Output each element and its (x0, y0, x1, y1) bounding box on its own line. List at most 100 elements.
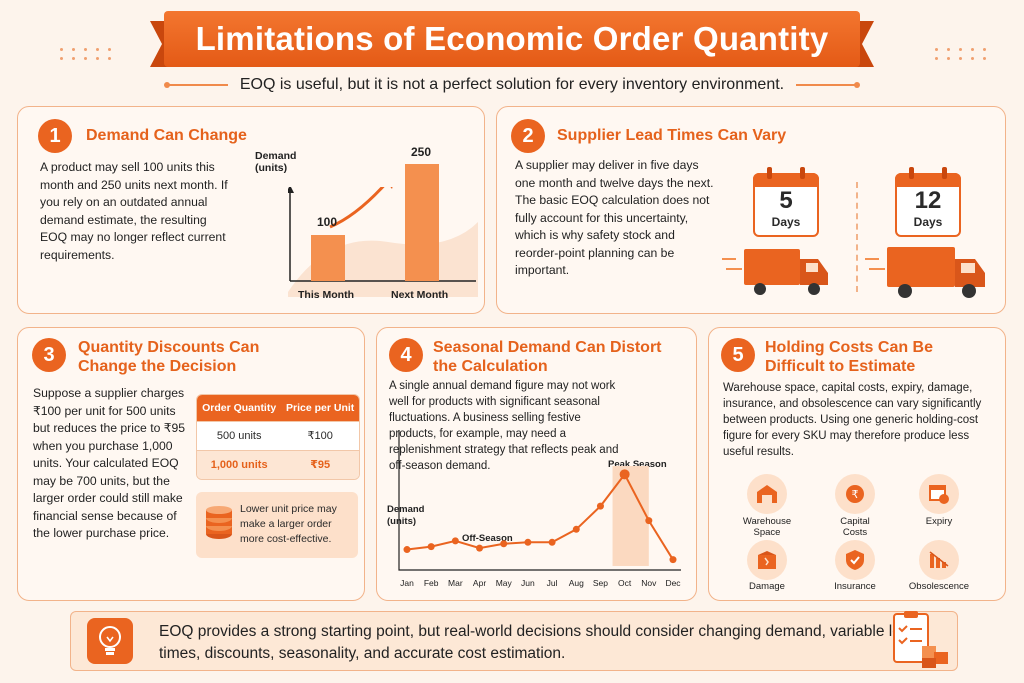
seasonal-axis-label: Demand (units) (387, 504, 425, 527)
data-point (669, 556, 677, 564)
table-cell: ₹95 (281, 449, 359, 479)
month-tick-label: Sep (593, 578, 608, 588)
data-point (524, 538, 532, 546)
off-season-label: Off-Season (462, 533, 513, 544)
data-point (403, 546, 411, 554)
card-holding-costs: 5 Holding Costs Can Be Difficult to Esti… (708, 327, 1006, 601)
icon-label-line: Costs (842, 527, 868, 538)
section-title: Supplier Lead Times Can Vary (557, 127, 787, 144)
month-tick-label: Dec (665, 578, 681, 588)
discount-note-box: Lower unit price may make a larger order… (196, 492, 358, 558)
section-title: Holding Costs Can Be Difficult to Estima… (765, 339, 934, 375)
data-point (451, 537, 459, 545)
dashed-divider (856, 182, 858, 292)
table-cell: 500 units (197, 420, 282, 450)
month-tick-label: Nov (641, 578, 657, 588)
table-header-quantity: Order Quantity (197, 395, 282, 421)
decorative-dots-left (60, 48, 114, 60)
icon-label: Damage (749, 581, 785, 592)
footer-summary: EOQ provides a strong starting point, bu… (70, 611, 958, 671)
calendar-icon-long: 12 Days (895, 167, 961, 237)
card-quantity-discounts: 3 Quantity Discounts Can Change the Deci… (17, 327, 365, 601)
demand-axis-label: Demand (units) (255, 150, 297, 174)
data-point (476, 544, 484, 552)
chart-axes (398, 430, 681, 571)
month-tick-label: Feb (424, 578, 439, 588)
category-next-month: Next Month (391, 289, 449, 301)
calendar-icon-short: 5 Days (753, 167, 819, 237)
calendar-clock-icon (919, 474, 959, 514)
data-point (596, 502, 604, 510)
bar-next-month (405, 164, 439, 281)
icon-label: Warehouse Space (727, 516, 807, 538)
discount-note: Lower unit price may make a larger order… (240, 503, 337, 545)
month-tick-label: May (496, 578, 513, 588)
peak-season-label: Peak Season (608, 459, 667, 470)
declining-chart-icon (919, 540, 959, 580)
icon-label-line: Capital (840, 516, 870, 527)
banner-body: Limitations of Economic Order Quantity (164, 11, 860, 67)
peak-season-band (612, 466, 649, 566)
section-text: A supplier may deliver in five days one … (515, 158, 714, 277)
month-tick-label: Mar (448, 578, 463, 588)
icon-label-line: Warehouse (742, 516, 792, 527)
table-cell: 1,000 units (197, 449, 282, 479)
demand-chart-axes (288, 187, 476, 282)
section-title: Demand Can Change (86, 127, 247, 144)
trend-arrow-icon (329, 187, 385, 229)
section-text: A product may sell 100 units this month … (40, 160, 228, 262)
data-point (645, 517, 653, 525)
title-banner: Limitations of Economic Order Quantity (150, 11, 874, 67)
delivery-truck-icon-long (865, 247, 985, 298)
lead-time-short-value: 5 (779, 187, 793, 214)
svg-text:₹: ₹ (852, 488, 859, 501)
seasonal-line-chart: Jan Feb Mar Apr May Jun Jul Aug Sep Oct Nov Dec (398, 430, 681, 588)
bar-value-next-month: 250 (411, 145, 432, 159)
section-title: Seasonal Demand Can Distort the Calculat… (433, 339, 662, 375)
lead-time-short-unit: Days (771, 215, 801, 229)
icon-label: Capital Costs (815, 516, 895, 538)
coins-icon: ₹ (835, 474, 875, 514)
month-tick-label: Jun (521, 578, 535, 588)
category-this-month: This Month (298, 289, 354, 301)
shield-icon (835, 540, 875, 580)
icon-label: Expiry (925, 516, 953, 527)
bar-this-month (311, 235, 345, 281)
footer-text: EOQ provides a strong starting point, bu… (159, 623, 919, 662)
data-point (572, 525, 580, 533)
month-tick-label: Jul (547, 578, 558, 588)
bar-value-this-month: 100 (317, 215, 338, 229)
section-number: 3 (32, 338, 66, 372)
table-row-highlighted: 1,000 units ₹95 (197, 449, 359, 479)
clipboard-boxes-icon (893, 611, 948, 668)
icon-label-line: Space (753, 527, 781, 538)
table-row: 500 units ₹100 (197, 420, 359, 450)
page-title: Limitations of Economic Order Quantity (195, 20, 829, 57)
section-number: 1 (38, 119, 72, 153)
card-demand-change: 1 Demand Can Change A product may sell 1… (17, 106, 485, 314)
section-text: A single annual demand figure may not wo… (389, 380, 619, 472)
table-header-price: Price per Unit (281, 395, 359, 421)
subtitle-row: EOQ is useful, but it is not a perfect s… (0, 74, 1024, 96)
section-title: Quantity Discounts Can Change the Decisi… (78, 339, 260, 375)
section-number: 4 (389, 338, 423, 372)
data-point (500, 540, 508, 548)
decorative-dots-right (935, 48, 989, 60)
subtitle-divider-left (163, 82, 228, 88)
lead-time-long-unit: Days (913, 215, 943, 229)
month-tick-label: Apr (473, 578, 486, 588)
page-subtitle: EOQ is useful, but it is not a perfect s… (239, 76, 785, 93)
data-point (427, 543, 435, 551)
discount-table: Order Quantity Price per Unit 500 units … (197, 395, 359, 479)
section-number: 2 (511, 119, 545, 153)
lightbulb-icon (87, 618, 133, 664)
discount-table-wrap: Order Quantity Price per Unit 500 units … (196, 394, 360, 480)
table-header-row: Order Quantity Price per Unit (197, 395, 359, 421)
section-number: 5 (721, 338, 755, 372)
data-point (548, 538, 556, 546)
series-line (406, 472, 674, 561)
coin-stack-icon (206, 506, 232, 539)
card-lead-times: 2 Supplier Lead Times Can Vary A supplie… (496, 106, 1006, 314)
card-seasonal-demand: 4 Seasonal Demand Can Distort the Calcul… (376, 327, 697, 601)
month-tick-label: Jan (400, 578, 414, 588)
